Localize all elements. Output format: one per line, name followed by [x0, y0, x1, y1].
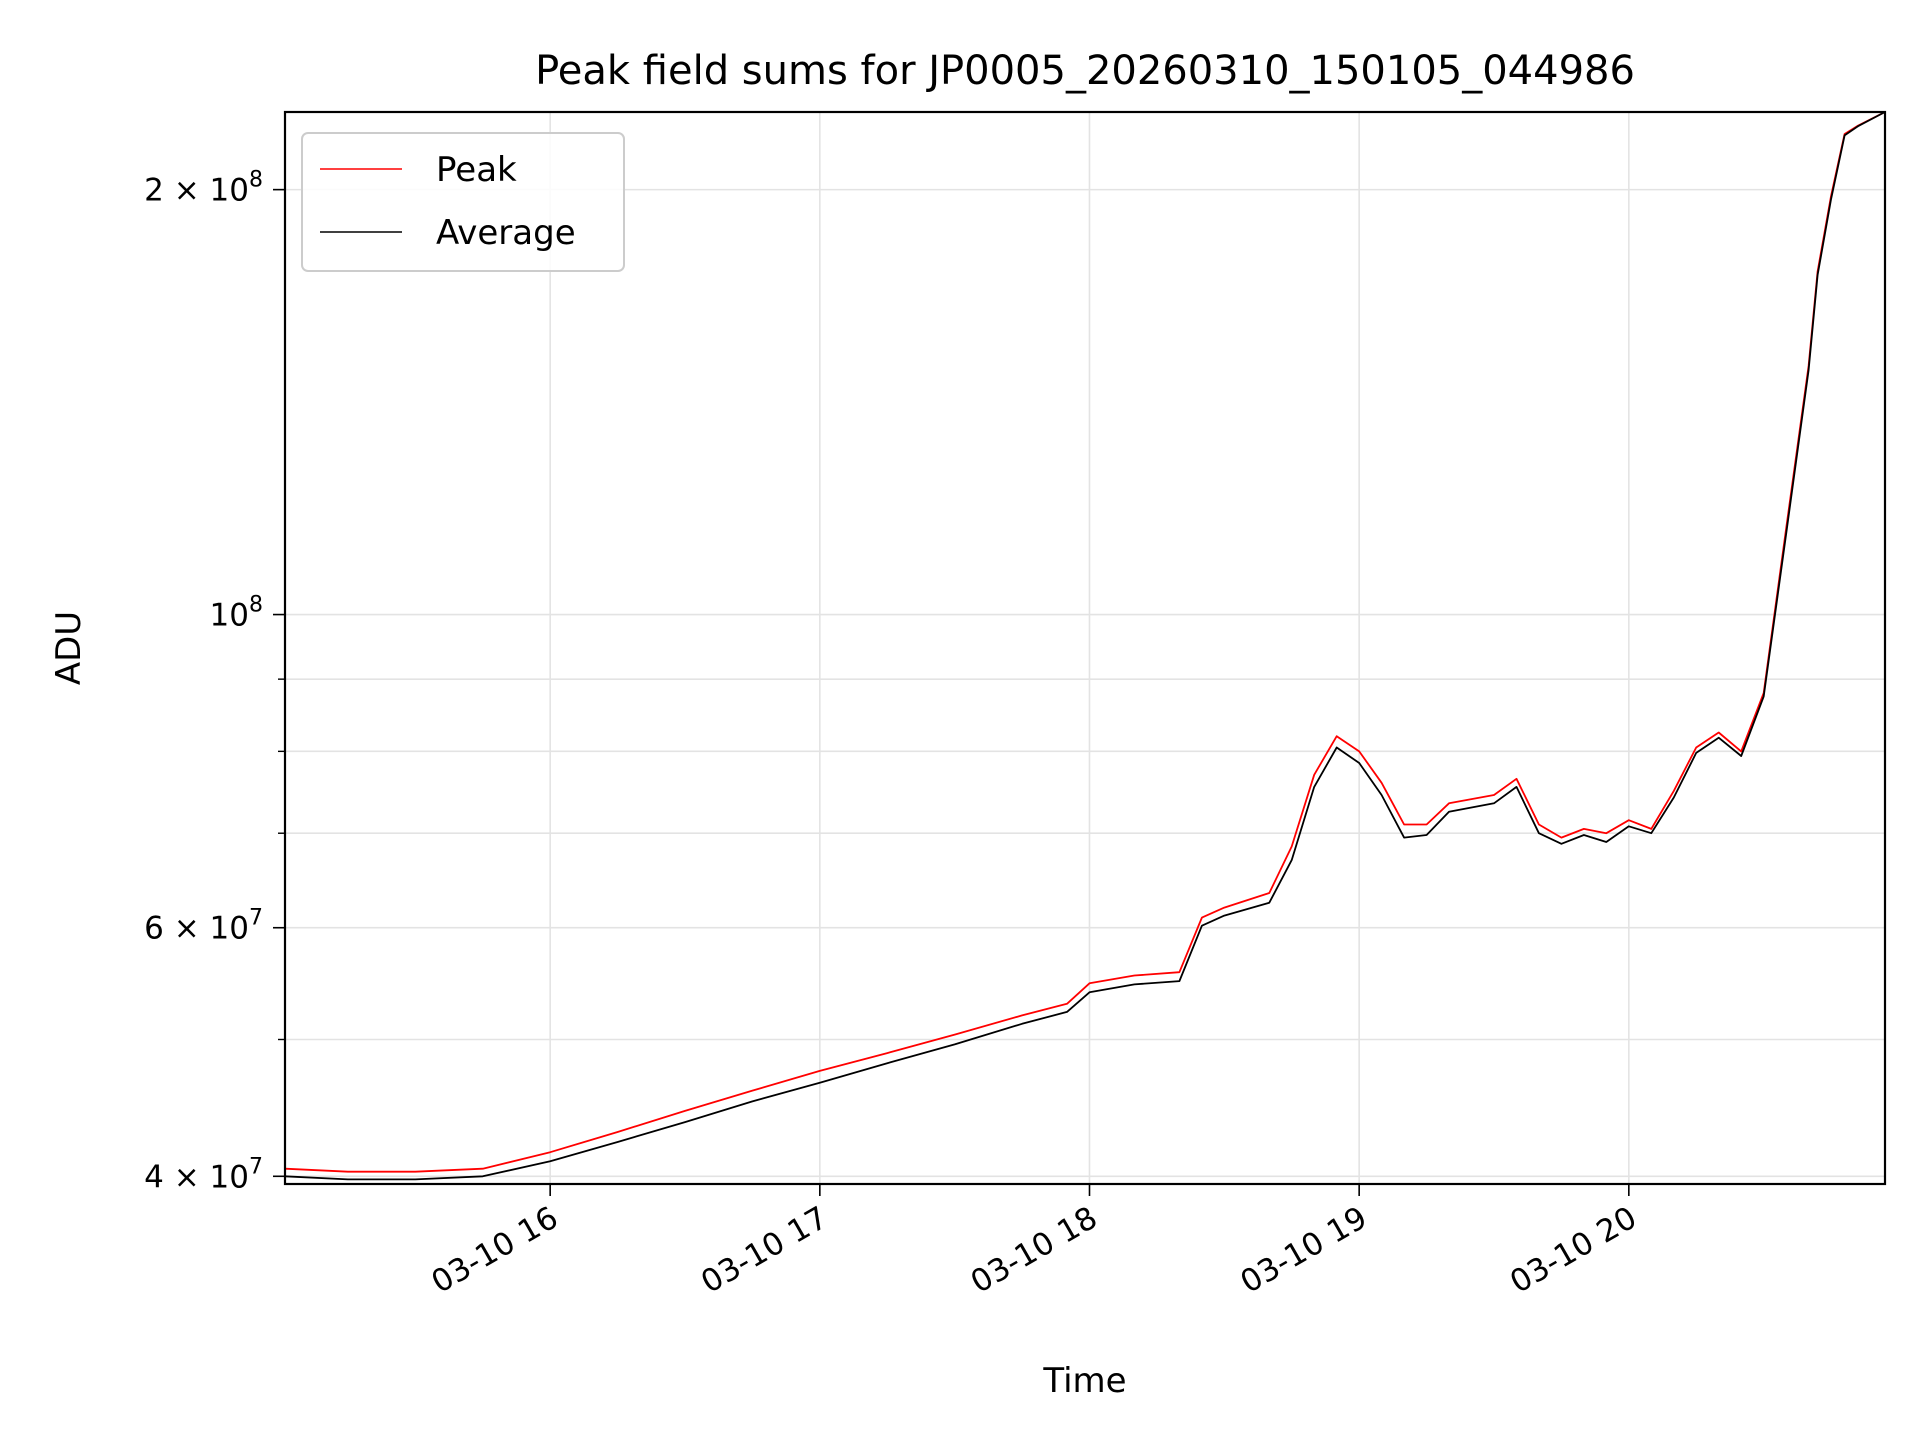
- legend-label-average: Average: [436, 213, 576, 253]
- y-tick-base: 10: [210, 1159, 249, 1195]
- y-tick-base: 10: [210, 173, 249, 209]
- y-axis-label: ADU: [49, 611, 89, 685]
- y-tick-base: 10: [210, 911, 249, 947]
- y-tick-mantissa: 4: [144, 1159, 164, 1195]
- x-axis-label: Time: [1042, 1361, 1126, 1401]
- y-tick-label: 2 × 108: [144, 168, 263, 209]
- series-line-peak: [284, 111, 1886, 1173]
- y-tick-mantissa: 2: [144, 173, 164, 209]
- legend: Peak Average: [301, 132, 625, 272]
- y-tick-exponent: 7: [249, 906, 263, 931]
- y-tick-exponent: 8: [249, 593, 263, 618]
- legend-box: [301, 132, 625, 272]
- y-tick-mantissa: 6: [144, 911, 164, 947]
- y-tick-label: 6 × 107: [144, 906, 263, 947]
- y-tick-label: 108: [210, 593, 263, 634]
- plot-frame: [283, 110, 1887, 1186]
- chart-title: Peak field sums for JP0005_20260310_1501…: [535, 48, 1635, 94]
- series-layer: [284, 111, 1886, 1181]
- y-tick-exponent: 7: [249, 1154, 263, 1179]
- legend-label-peak: Peak: [436, 150, 517, 190]
- y-tick-times-sign: ×: [164, 173, 210, 209]
- y-tick-times-sign: ×: [164, 911, 210, 947]
- grid: [285, 112, 1885, 1184]
- y-tick-base: 10: [210, 598, 249, 634]
- y-tick-exponent: 8: [249, 168, 263, 193]
- y-tick-label: 4 × 107: [144, 1154, 263, 1195]
- y-tick-times-sign: ×: [164, 1159, 210, 1195]
- series-line-average: [284, 111, 1886, 1181]
